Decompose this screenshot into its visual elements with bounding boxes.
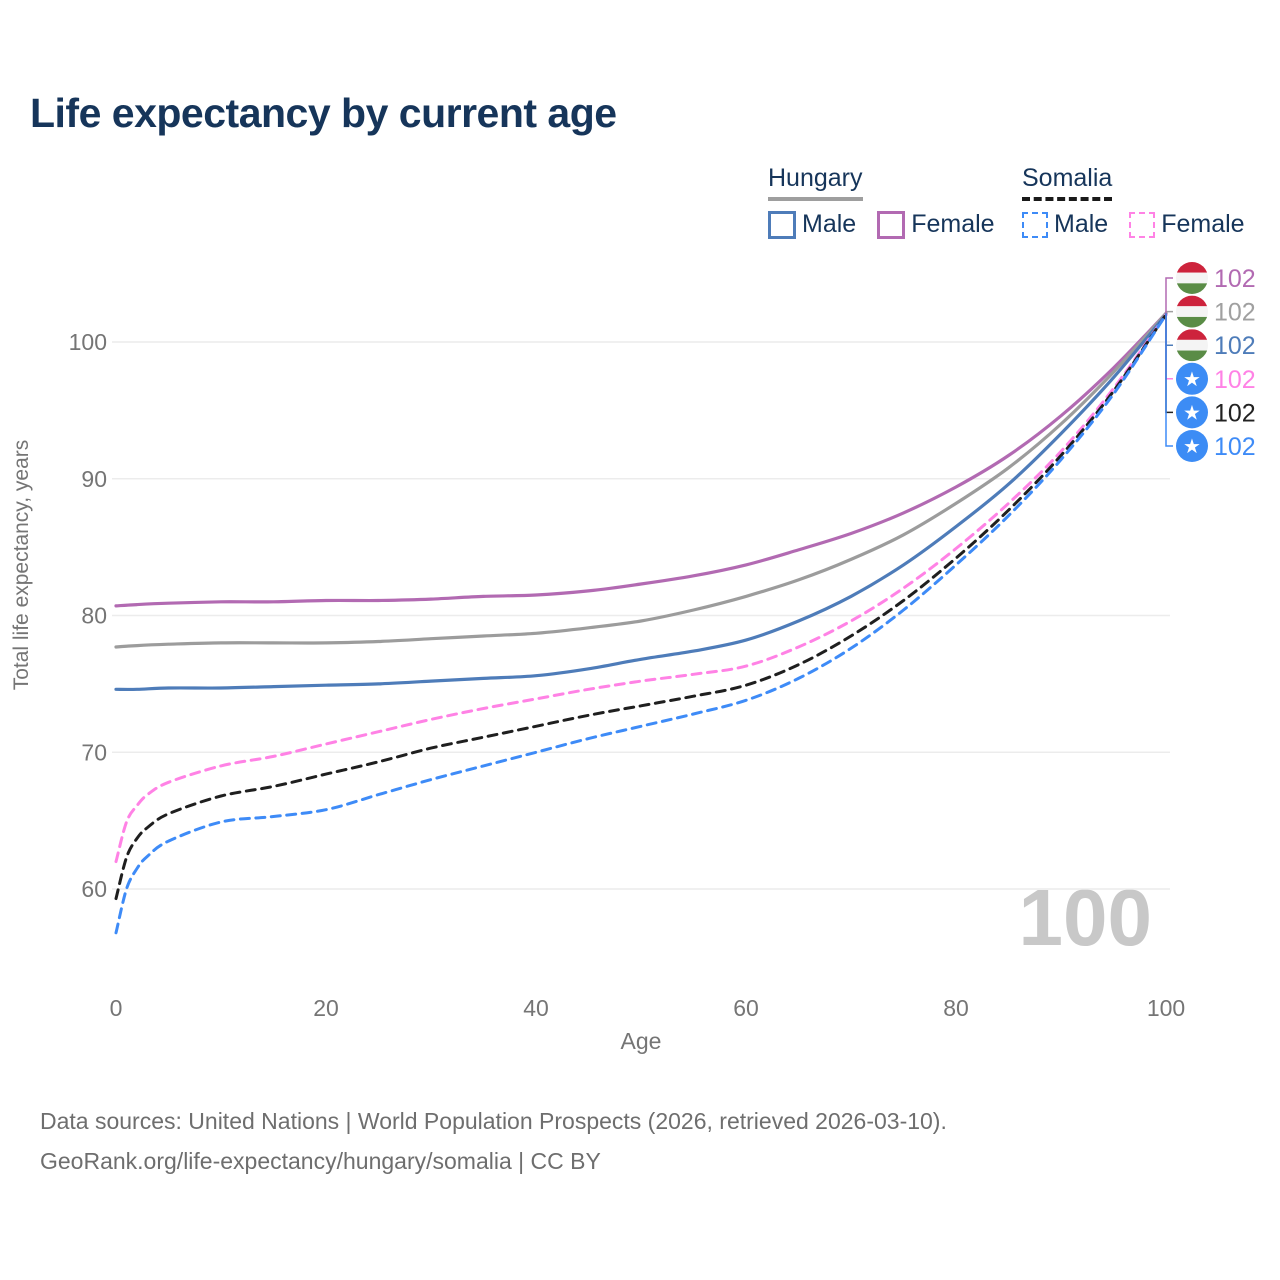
hungary-flag-icon <box>1176 262 1208 294</box>
series-somalia-male-line <box>114 313 1168 935</box>
hungary-male-swatch-icon <box>768 210 796 239</box>
end-label-leader <box>1165 313 1173 414</box>
end-label-value-hungary-male: 102 <box>1214 332 1256 360</box>
x-tick-label: 80 <box>943 995 969 1021</box>
star-icon: ★ <box>1183 367 1201 391</box>
legend-label-somalia-female: Female <box>1161 210 1245 238</box>
x-tick-label: 40 <box>523 995 549 1021</box>
end-label-value-somalia-total: 102 <box>1214 399 1256 427</box>
footer-attribution: GeoRank.org/life-expectancy/hungary/soma… <box>40 1148 601 1174</box>
series-somalia-total-line <box>114 313 1168 901</box>
hungary-female-swatch-icon <box>877 210 906 239</box>
end-label-value-hungary-total: 102 <box>1214 299 1256 327</box>
legend-label-hungary-female: Female <box>911 210 995 238</box>
age-watermark: 100 <box>1018 873 1152 962</box>
y-tick-label: 80 <box>81 603 107 629</box>
end-label-value-somalia-male: 102 <box>1214 433 1256 461</box>
end-label-leader <box>1165 277 1173 314</box>
y-tick-label: 60 <box>81 876 107 902</box>
end-label-value-somalia-female: 102 <box>1214 366 1256 394</box>
legend-item-hungary-female[interactable]: Female <box>877 210 995 239</box>
page-title: Life expectancy by current age <box>30 90 617 136</box>
legend-label-hungary-male: Male <box>802 210 857 238</box>
legend-item-somalia-male[interactable]: Male <box>1022 210 1108 239</box>
x-tick-label: 60 <box>733 995 759 1021</box>
end-label-leader <box>1165 313 1173 447</box>
x-tick-label: 0 <box>110 995 123 1021</box>
x-tick-label: 100 <box>1147 995 1185 1021</box>
end-label-value-hungary-female: 102 <box>1214 265 1256 293</box>
legend-country-hungary: Hungary <box>768 164 863 201</box>
legend-row-somalia: Male Female <box>1022 210 1245 239</box>
star-icon: ★ <box>1183 400 1201 424</box>
y-tick-label: 100 <box>69 329 107 355</box>
hungary-flag-icon <box>1176 329 1208 362</box>
end-label-leader <box>1165 313 1173 380</box>
somalia-flag-icon: ★ <box>1176 430 1208 462</box>
hungary-flag-icon <box>1176 295 1208 328</box>
legend-row-hungary: Male Female <box>768 210 995 239</box>
legend-group-hungary: Hungary Male Female <box>768 164 995 239</box>
series-hungary-total-line <box>114 311 1168 649</box>
legend-country-somalia: Somalia <box>1022 164 1113 201</box>
end-label-leader <box>1165 313 1173 346</box>
legend-label-somalia-male: Male <box>1054 210 1109 238</box>
series-hungary-male-line <box>114 313 1168 692</box>
series-hungary-female-line <box>114 311 1168 608</box>
legend-item-hungary-male[interactable]: Male <box>768 210 856 239</box>
somalia-male-swatch-icon <box>1022 211 1048 238</box>
footer-data-sources: Data sources: United Nations | World Pop… <box>40 1108 947 1134</box>
series-somalia-female-line <box>114 313 1168 864</box>
x-axis-title: Age <box>620 1028 662 1054</box>
y-tick-label: 90 <box>81 466 107 492</box>
somalia-female-swatch-icon <box>1129 211 1156 238</box>
y-axis-title: Total life expectancy, years <box>10 439 33 691</box>
y-tick-label: 70 <box>81 739 107 765</box>
legend-group-somalia: Somalia Male Female <box>1022 164 1245 239</box>
somalia-flag-icon: ★ <box>1176 362 1208 395</box>
x-tick-label: 20 <box>313 995 339 1021</box>
legend-item-somalia-female[interactable]: Female <box>1129 210 1245 239</box>
somalia-flag-icon: ★ <box>1176 396 1208 429</box>
star-icon: ★ <box>1183 434 1201 458</box>
